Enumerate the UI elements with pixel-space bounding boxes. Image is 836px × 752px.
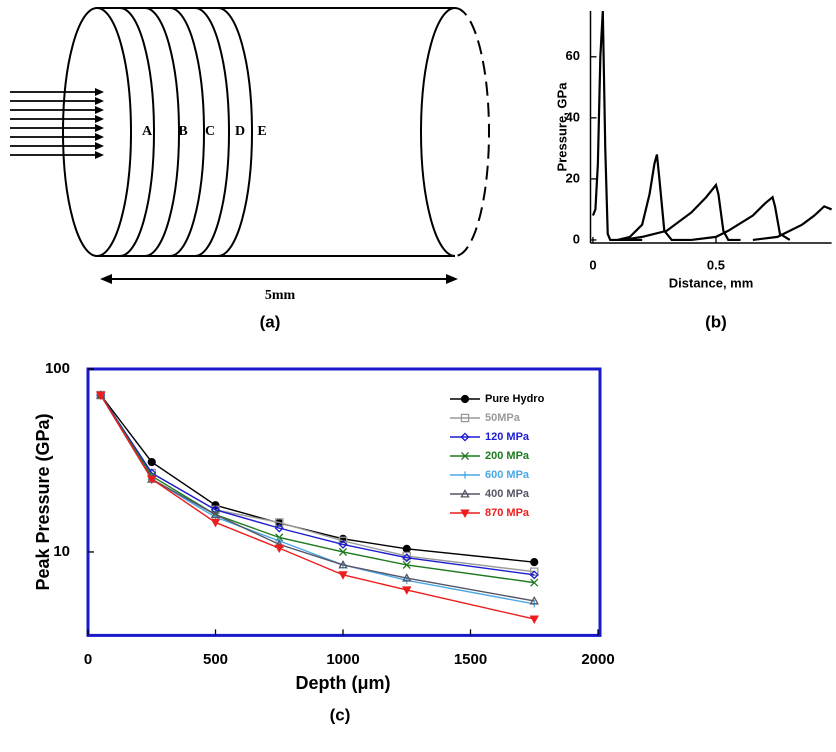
- x-tick-label: 0: [589, 257, 596, 272]
- cylinder-diagram: [10, 7, 490, 284]
- cylinder-back: [420, 7, 456, 257]
- disc: [194, 7, 230, 257]
- series-line: [752, 205, 833, 242]
- marker: [530, 567, 539, 576]
- marker: [402, 544, 411, 553]
- x-tick-label: 0.5: [707, 257, 725, 272]
- y-tick-label: 0: [573, 231, 580, 246]
- marker: [460, 432, 470, 442]
- y-axis-label: Pressure, GPa: [554, 82, 569, 172]
- y-tick-label: 100: [45, 360, 70, 377]
- marker: [402, 573, 412, 582]
- disc-label: A: [142, 124, 153, 139]
- series-line: [617, 154, 692, 242]
- marker: [461, 471, 469, 479]
- series-line: [100, 394, 535, 602]
- marker: [274, 544, 284, 554]
- y-tick-label: 10: [53, 543, 70, 560]
- legend-label: Pure Hydro: [485, 393, 545, 405]
- marker: [460, 509, 470, 518]
- disc-label: D: [235, 124, 245, 139]
- marker: [402, 551, 411, 561]
- caption: (a): [260, 312, 281, 331]
- cylinder-front: [62, 7, 132, 257]
- marker: [402, 586, 412, 595]
- legend-label: 50MPa: [485, 412, 521, 424]
- legend-label: 400 MPa: [485, 488, 530, 500]
- marker: [210, 509, 221, 519]
- y-tick-label: 40: [566, 109, 580, 124]
- marker: [402, 560, 411, 569]
- legend-label: 120 MPa: [485, 431, 530, 443]
- series-line: [622, 182, 741, 242]
- disc-label: B: [178, 124, 187, 139]
- marker: [460, 413, 470, 423]
- marker: [529, 570, 539, 580]
- marker: [460, 489, 470, 498]
- marker: [338, 559, 348, 569]
- legend-label: 600 MPa: [485, 469, 530, 481]
- series-line: [100, 394, 535, 620]
- disc-label: C: [205, 124, 215, 139]
- marker: [402, 553, 412, 563]
- marker: [529, 615, 539, 624]
- marker: [530, 558, 539, 567]
- legend-label: 870 MPa: [485, 507, 530, 519]
- marker: [210, 518, 221, 528]
- marker: [147, 475, 157, 485]
- disc-label: E: [257, 124, 266, 139]
- x-tick-label: 0: [84, 651, 92, 668]
- y-tick-label: 60: [566, 48, 580, 63]
- series-line: [100, 394, 535, 576]
- caption: (c): [330, 705, 351, 724]
- marker: [96, 391, 106, 401]
- marker: [529, 596, 539, 605]
- y-tick-label: 20: [566, 170, 580, 185]
- marker: [147, 457, 156, 467]
- marker: [338, 547, 348, 557]
- marker: [274, 523, 284, 533]
- x-tick-label: 1500: [454, 651, 487, 668]
- legend-label: 200 MPa: [485, 450, 530, 462]
- x-axis-label: Distance, mm: [669, 275, 754, 290]
- x-tick-label: 1000: [326, 651, 359, 668]
- x-tick-label: 2000: [581, 651, 614, 668]
- series-line: [591, 10, 643, 242]
- disc: [119, 7, 155, 257]
- marker: [211, 501, 220, 510]
- disc: [144, 7, 180, 257]
- laser-arrows: [10, 88, 104, 159]
- disc: [217, 7, 253, 257]
- series-line: [691, 195, 791, 242]
- plot-frame: [86, 367, 602, 637]
- cylinder-back-hidden: [454, 7, 490, 257]
- marker: [460, 451, 470, 461]
- disc: [169, 7, 205, 257]
- series-line: [100, 394, 535, 605]
- marker: [274, 518, 284, 527]
- x-axis-label: Depth (μm): [295, 673, 390, 693]
- marker: [210, 505, 221, 515]
- caption: (b): [705, 312, 727, 331]
- y-axis-label: Peak Pressure (GPa): [33, 413, 53, 590]
- length-label: 5mm: [265, 288, 296, 303]
- marker: [460, 394, 470, 404]
- marker: [338, 571, 348, 580]
- marker: [530, 578, 539, 587]
- marker: [338, 539, 348, 549]
- x-tick-label: 500: [203, 651, 228, 668]
